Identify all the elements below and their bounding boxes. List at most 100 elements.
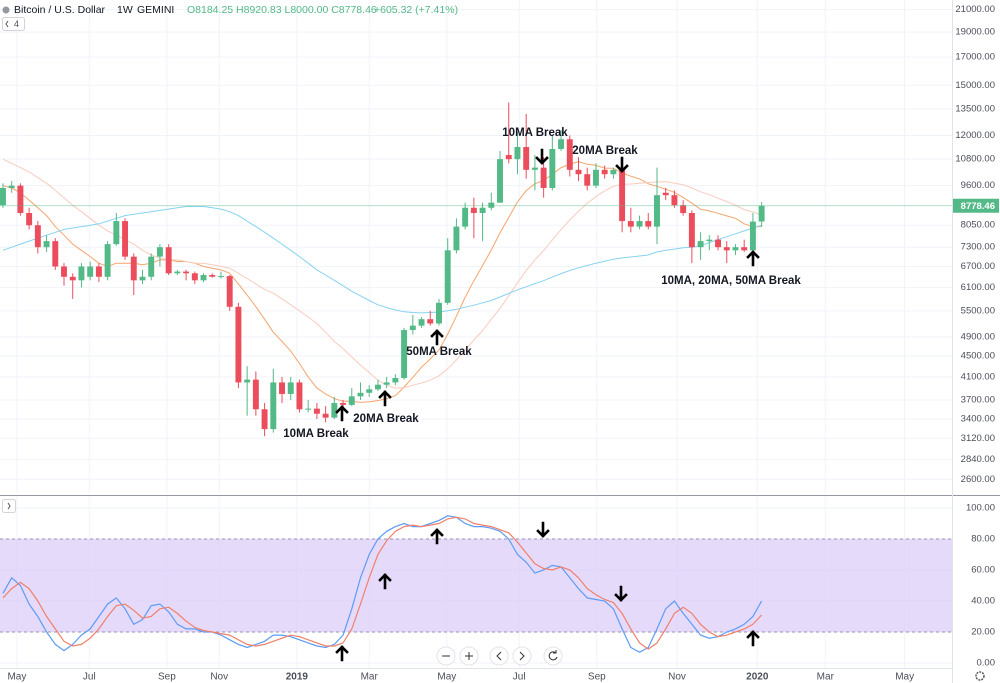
candle-body [52, 241, 59, 267]
candle-body [409, 325, 416, 331]
candle-body [592, 169, 599, 186]
button[interactable] [543, 646, 563, 666]
candle-body [331, 403, 338, 418]
candle-body [104, 244, 111, 277]
reset-button[interactable] [543, 646, 563, 666]
gear-icon[interactable] [975, 671, 985, 681]
toggle-box[interactable] [2, 499, 16, 513]
last-price-label: 8778.46 [961, 201, 995, 212]
price-change: +605.32 (+7.41%) [374, 4, 458, 16]
candle-body [601, 169, 608, 175]
y-tick-label: 10800.00 [955, 154, 995, 165]
candle-body [287, 382, 294, 394]
candle-body [392, 377, 399, 383]
y-tick-label: 40.00 [971, 596, 995, 607]
candle-body [444, 250, 451, 303]
candle-body [723, 247, 730, 251]
line-series [2, 161, 762, 403]
y-tick-label: 15000.00 [955, 80, 995, 91]
x-tick-label: Nov [668, 672, 686, 683]
candle-body [566, 139, 573, 170]
settings-button[interactable] [975, 671, 985, 681]
candle-body [671, 195, 678, 206]
candle-body [479, 207, 486, 213]
candle-body [191, 273, 198, 281]
toggle-box[interactable] [2, 17, 25, 31]
y-tick-label: 0.00 [977, 658, 996, 669]
candle-body [235, 306, 242, 383]
expand-icon [7, 502, 11, 510]
main-pane [0, 102, 952, 437]
candle-body [697, 241, 704, 248]
candle-body [540, 167, 547, 188]
candle-body [296, 382, 303, 410]
annotation: 10MA, 20MA, 50MA Break [661, 275, 801, 287]
candle-body [95, 266, 102, 277]
exchange: GEMINI [137, 4, 174, 16]
candle-body [575, 169, 582, 175]
axes-layer: 2600.002840.003120.003400.003700.004100.… [7, 4, 999, 683]
y-tick-label: 4100.00 [961, 371, 995, 382]
annotation: 20MA Break [353, 413, 419, 425]
y-tick-label: 2840.00 [961, 454, 995, 465]
y-tick-label: 6700.00 [961, 261, 995, 272]
icon [519, 651, 525, 661]
candle-body [636, 221, 643, 227]
line-series [2, 515, 763, 653]
y-tick-label: 20.00 [971, 627, 995, 638]
x-tick-label: May [437, 672, 456, 683]
candle-body [680, 205, 687, 213]
button[interactable] [489, 646, 509, 666]
y-tick-label: 5500.00 [961, 305, 995, 316]
candle-body [383, 382, 390, 385]
candle-body [78, 266, 85, 281]
candle-body [340, 403, 347, 405]
y-tick-label: 100.00 [966, 503, 995, 514]
candle-body [749, 221, 756, 251]
candle-body [645, 221, 652, 227]
scroll-left-button[interactable] [489, 646, 509, 666]
x-tick-label: 2020 [746, 672, 769, 683]
arrow-up [335, 405, 349, 422]
y-tick-label: 4900.00 [961, 331, 995, 342]
x-tick-label: Jul [83, 672, 96, 683]
candle-body [270, 382, 277, 430]
x-tick-label: 2019 [286, 672, 309, 683]
annotation: 10MA Break [283, 428, 349, 440]
arrow-down [535, 148, 549, 165]
y-tick-label: 3120.00 [961, 433, 995, 444]
zoom-out-button[interactable] [436, 646, 456, 666]
x-tick-label: May [7, 672, 26, 683]
candle-body [401, 330, 408, 378]
collapse-icon [5, 20, 9, 28]
candle-body [462, 207, 469, 227]
candle-body [505, 155, 512, 160]
candle-body [654, 195, 660, 227]
indicators-toggle[interactable]: 4 [2, 17, 25, 31]
icon [496, 651, 502, 661]
zoom-in-button[interactable] [459, 646, 479, 666]
candle-body [470, 207, 477, 213]
x-tick-label: Mar [361, 672, 379, 683]
scroll-right-button[interactable] [512, 646, 532, 666]
y-tick-label: 2600.00 [961, 474, 995, 485]
pane-toggle[interactable] [2, 499, 16, 513]
annotation: 10MA Break [502, 127, 568, 139]
candle-body [226, 276, 233, 307]
candle-body [531, 167, 538, 170]
button[interactable] [512, 646, 532, 666]
candle-body [69, 276, 76, 281]
candle-body [662, 192, 669, 196]
y-tick-label: 60.00 [971, 565, 995, 576]
arrow-down [615, 156, 629, 173]
y-tick-label: 80.00 [971, 534, 995, 545]
candle-body [8, 185, 15, 188]
candle-body [156, 247, 163, 257]
annotation: 50MA Break [406, 346, 472, 358]
y-tick-label: 13500.00 [955, 104, 995, 115]
arrow-up [430, 329, 444, 346]
candle-body [488, 202, 495, 208]
candle-body [165, 247, 172, 274]
candle-body [261, 409, 268, 430]
